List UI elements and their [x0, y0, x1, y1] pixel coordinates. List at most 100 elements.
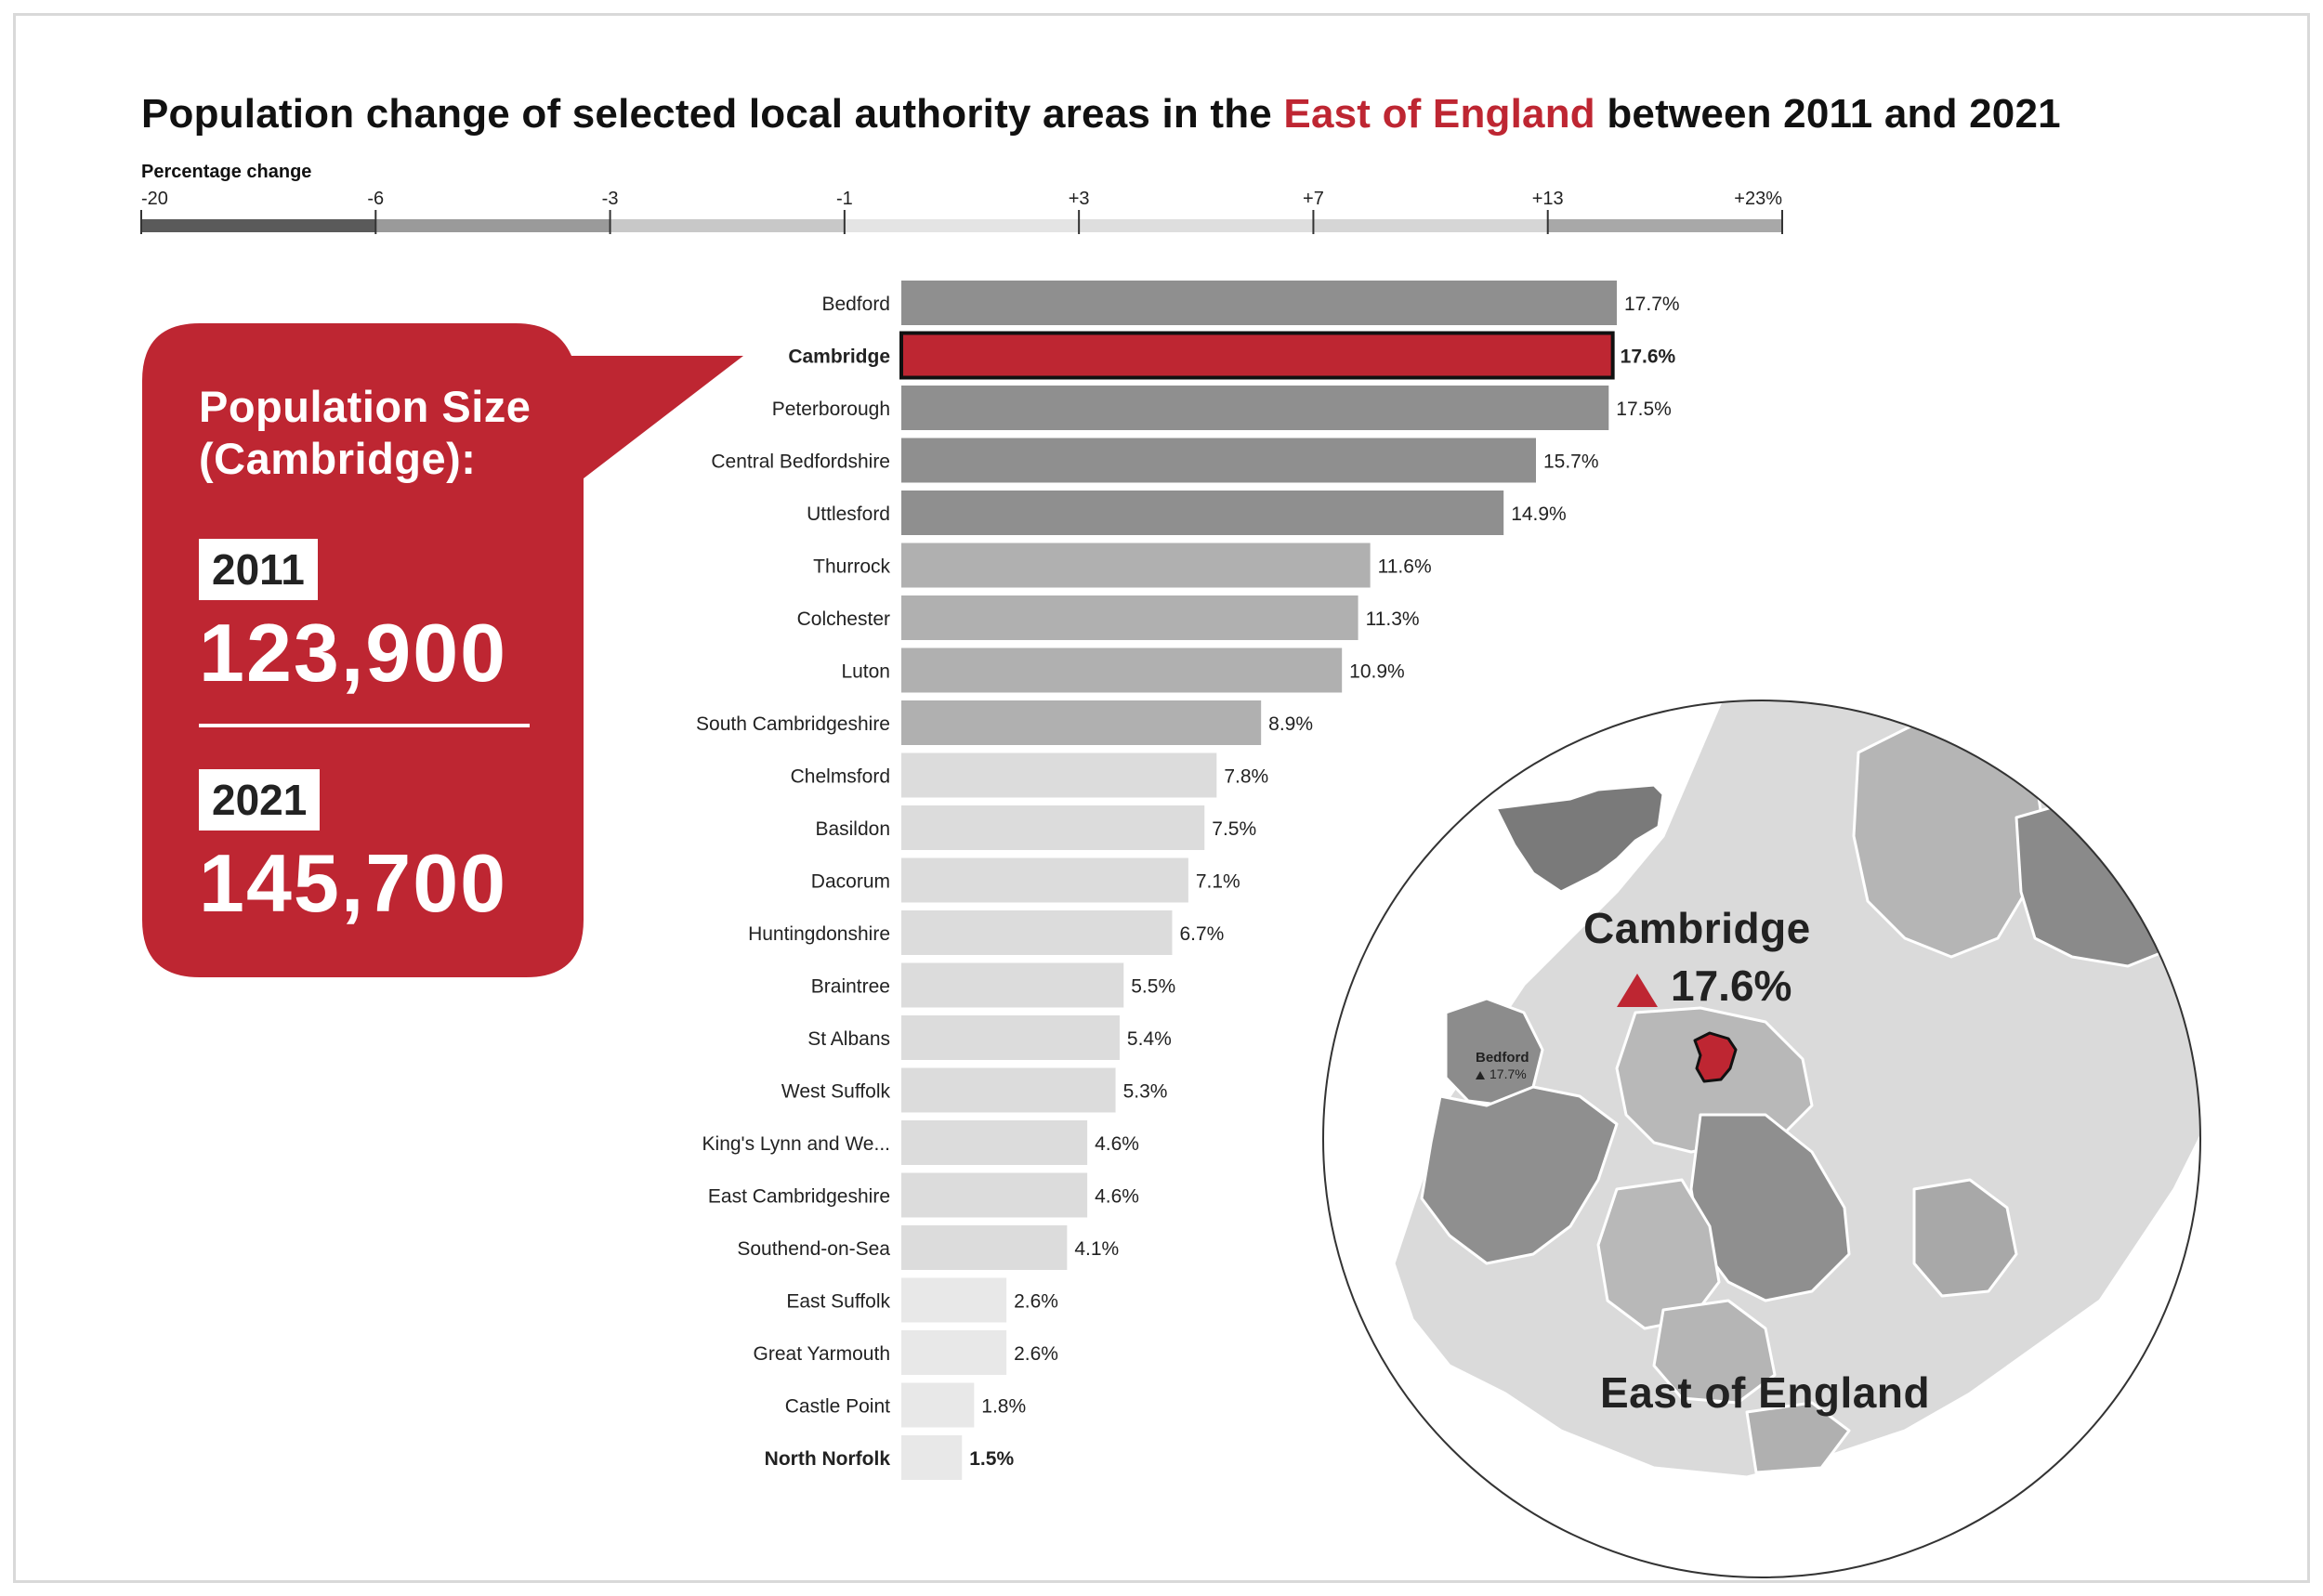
- category-label: Central Bedfordshire: [711, 451, 890, 473]
- bar-st-albans: [901, 1015, 1120, 1060]
- category-label: West Suffolk: [781, 1081, 891, 1103]
- bar-braintree: [901, 962, 1124, 1008]
- category-label: Southend-on-Sea: [737, 1238, 890, 1260]
- legend-band: [375, 219, 610, 232]
- value-label: 1.8%: [981, 1396, 1026, 1418]
- bar-southend-on-sea: [901, 1225, 1068, 1270]
- legend-band: [610, 219, 845, 232]
- value-label: 5.3%: [1123, 1081, 1168, 1103]
- category-label: Great Yarmouth: [754, 1343, 890, 1365]
- bar-cambridge: [899, 331, 1615, 380]
- legend-tick-label: +23%: [1734, 189, 1782, 209]
- legend-band: [1313, 219, 1548, 232]
- year-2011-badge: 2011: [199, 539, 318, 600]
- legend-band: [1079, 219, 1314, 232]
- category-label: Huntingdonshire: [748, 923, 890, 945]
- value-label: 7.8%: [1224, 766, 1268, 788]
- bar-south-cambridgeshire: [901, 700, 1262, 745]
- value-label: 5.4%: [1127, 1028, 1172, 1050]
- category-label: Basildon: [815, 818, 890, 840]
- bar-huntingdonshire: [901, 910, 1173, 955]
- category-label: Cambridge: [788, 347, 890, 368]
- category-label: Peterborough: [772, 399, 890, 420]
- value-label: 8.9%: [1268, 713, 1313, 735]
- legend-band: [1547, 219, 1782, 232]
- bar-colchester: [901, 595, 1358, 640]
- map-value-bedford: 17.7%: [1490, 1066, 1527, 1081]
- category-label: Bedford: [821, 294, 890, 315]
- bar-chelmsford: [901, 752, 1217, 798]
- legend-tick-label: -6: [367, 189, 384, 209]
- category-label: Thurrock: [813, 556, 890, 578]
- bar-great-yarmouth: [901, 1330, 1007, 1375]
- title-highlight: East of England: [1283, 91, 1595, 137]
- value-label: 11.3%: [1366, 608, 1420, 630]
- population-2011-value: 123,900: [199, 607, 508, 699]
- value-label: 7.1%: [1196, 871, 1240, 893]
- map-label-cambridge: Cambridge: [1583, 904, 1811, 952]
- value-label: 2.6%: [1014, 1291, 1058, 1313]
- value-label: 14.9%: [1511, 504, 1567, 525]
- category-label: South Cambridgeshire: [696, 713, 890, 735]
- value-label: 17.5%: [1616, 399, 1672, 420]
- value-label: 15.7%: [1543, 451, 1599, 473]
- value-label: 17.6%: [1621, 347, 1676, 368]
- category-label: East Cambridgeshire: [708, 1186, 890, 1208]
- value-label: 10.9%: [1349, 661, 1405, 683]
- value-label: 7.5%: [1212, 818, 1256, 840]
- population-2021-value: 145,700: [199, 837, 508, 929]
- bar-east-cambridgeshire: [901, 1172, 1088, 1218]
- category-label: St Albans: [807, 1028, 890, 1050]
- bar-uttlesford: [901, 491, 1504, 535]
- map-label-region: East of England: [1600, 1368, 1931, 1417]
- bar-thurrock: [901, 543, 1371, 588]
- bar-west-suffolk: [901, 1067, 1116, 1113]
- value-label: 2.6%: [1014, 1343, 1058, 1365]
- legend-tick-label: +13: [1532, 189, 1564, 209]
- map-label-bedford: Bedford: [1476, 1050, 1529, 1066]
- legend-tick-label: -1: [836, 189, 853, 209]
- category-label: King's Lynn and We...: [702, 1133, 890, 1155]
- value-label: 4.6%: [1095, 1186, 1139, 1208]
- category-label: Colchester: [797, 608, 890, 630]
- legend-band: [141, 219, 376, 232]
- legend-band: [844, 219, 1080, 232]
- bar-king-s-lynn-and-we-: [901, 1120, 1088, 1165]
- bar-basildon: [901, 805, 1205, 850]
- title-prefix: Population change of selected local auth…: [141, 91, 1284, 137]
- chart-title: Population change of selected local auth…: [141, 91, 2061, 137]
- category-label: Dacorum: [811, 871, 890, 893]
- map-value-cambridge: 17.6%: [1671, 962, 1792, 1010]
- value-label: 4.1%: [1074, 1238, 1119, 1260]
- legend-tick-label: -3: [602, 189, 619, 209]
- value-label: 4.6%: [1095, 1133, 1139, 1155]
- bar-bedford: [901, 281, 1617, 325]
- bar-east-suffolk: [901, 1277, 1007, 1323]
- category-label: East Suffolk: [786, 1291, 890, 1313]
- legend-title: Percentage change: [141, 162, 312, 182]
- callout-divider: [199, 724, 530, 727]
- category-label: Braintree: [811, 976, 890, 998]
- value-label: 17.7%: [1624, 294, 1680, 315]
- category-label: North Norfolk: [765, 1448, 891, 1470]
- bar-dacorum: [901, 857, 1188, 903]
- callout-title-line1: Population Size: [199, 382, 532, 431]
- bar-luton: [901, 648, 1343, 693]
- color-legend: -20 -6 -3 -1 +3 +7 +13 +23%: [140, 189, 1783, 234]
- value-label: 11.6%: [1378, 556, 1432, 578]
- category-label: Uttlesford: [807, 504, 890, 525]
- category-label: Luton: [841, 661, 890, 683]
- callout-title-line2: (Cambridge):: [199, 434, 477, 483]
- legend-tick-label: +7: [1303, 189, 1324, 209]
- legend-tick-label: +3: [1069, 189, 1090, 209]
- bar-central-bedfordshire: [901, 438, 1536, 483]
- legend-tick-label: -20: [141, 189, 168, 209]
- year-2021-badge: 2021: [199, 769, 321, 831]
- title-suffix: between 2011 and 2021: [1595, 91, 2061, 137]
- value-label: 6.7%: [1179, 923, 1224, 945]
- bar-castle-point: [901, 1382, 975, 1428]
- bar-peterborough: [901, 386, 1609, 430]
- callout-title: Population Size (Cambridge):: [199, 381, 531, 485]
- bar-north-norfolk: [901, 1435, 963, 1480]
